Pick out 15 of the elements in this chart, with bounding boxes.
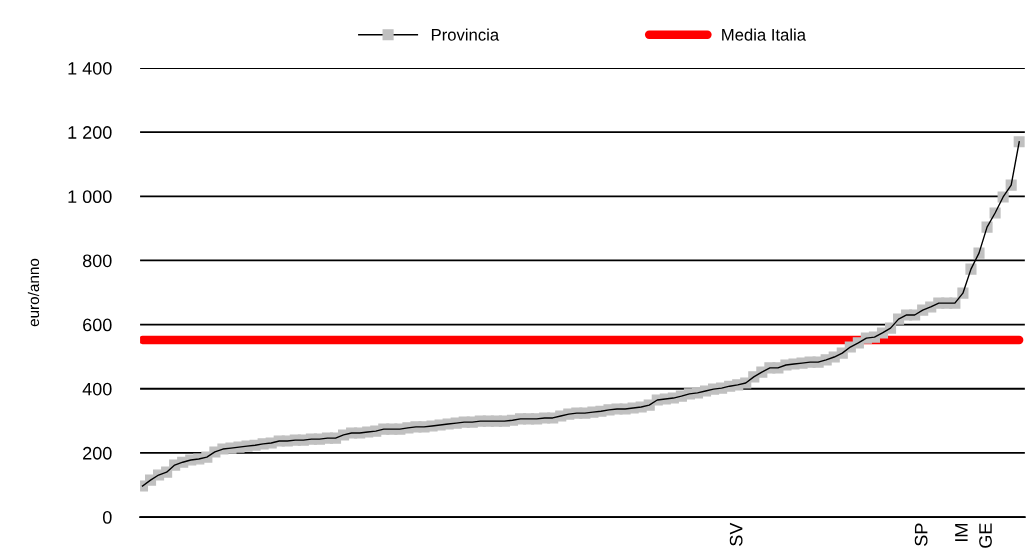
x-tick-label: SP xyxy=(914,523,928,546)
y-tick-label: 1 400 xyxy=(68,61,112,75)
y-axis-title: euro/anno xyxy=(27,258,40,327)
y-tick-label: 600 xyxy=(83,318,112,332)
y-tick-label: 200 xyxy=(83,446,112,460)
x-tick-label: IM xyxy=(955,524,968,541)
y-tick-label: 1 000 xyxy=(68,190,112,204)
x-tick-label: GE xyxy=(979,523,992,548)
legend-label: Provincia xyxy=(431,28,500,41)
x-tick-label: SV xyxy=(729,522,743,546)
y-tick-label: 400 xyxy=(82,382,112,396)
legend-label: Media Italia xyxy=(722,28,807,41)
y-tick-label: 800 xyxy=(82,254,112,268)
y-tick-label: 1 200 xyxy=(68,126,112,139)
y-tick-label: 0 xyxy=(102,510,112,524)
